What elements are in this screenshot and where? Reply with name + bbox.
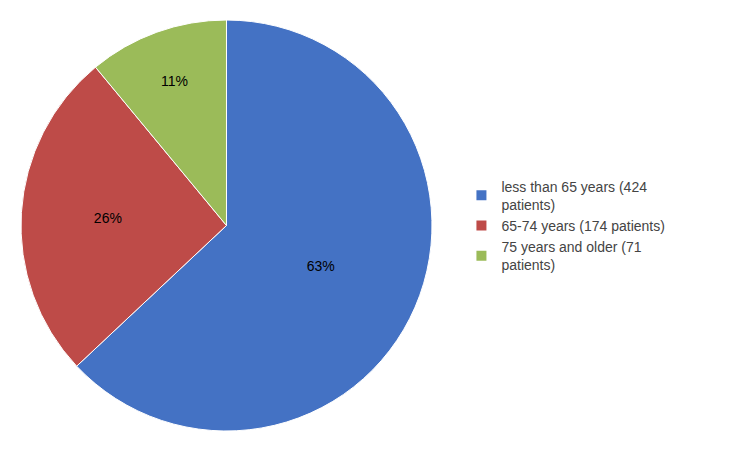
svg-text:65-74 years (174 patients): 65-74 years (174 patients) xyxy=(501,218,664,234)
svg-text:75 years and older (71patients: 75 years and older (71patients) xyxy=(501,239,641,273)
svg-text:26%: 26% xyxy=(94,210,122,226)
svg-text:11%: 11% xyxy=(161,73,188,89)
svg-text:less than 65 years (424patient: less than 65 years (424patients) xyxy=(501,179,647,213)
svg-text:63%: 63% xyxy=(307,258,335,274)
